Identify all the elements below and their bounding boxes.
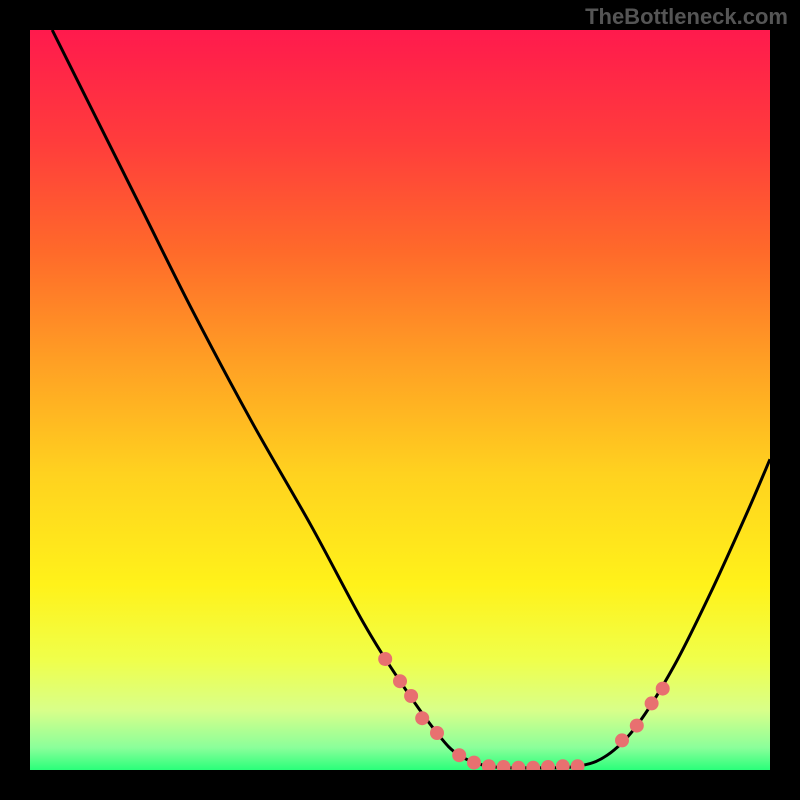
chart-background-gradient — [30, 30, 770, 770]
chart-plot-area — [30, 30, 770, 770]
watermark-text: TheBottleneck.com — [585, 4, 788, 30]
